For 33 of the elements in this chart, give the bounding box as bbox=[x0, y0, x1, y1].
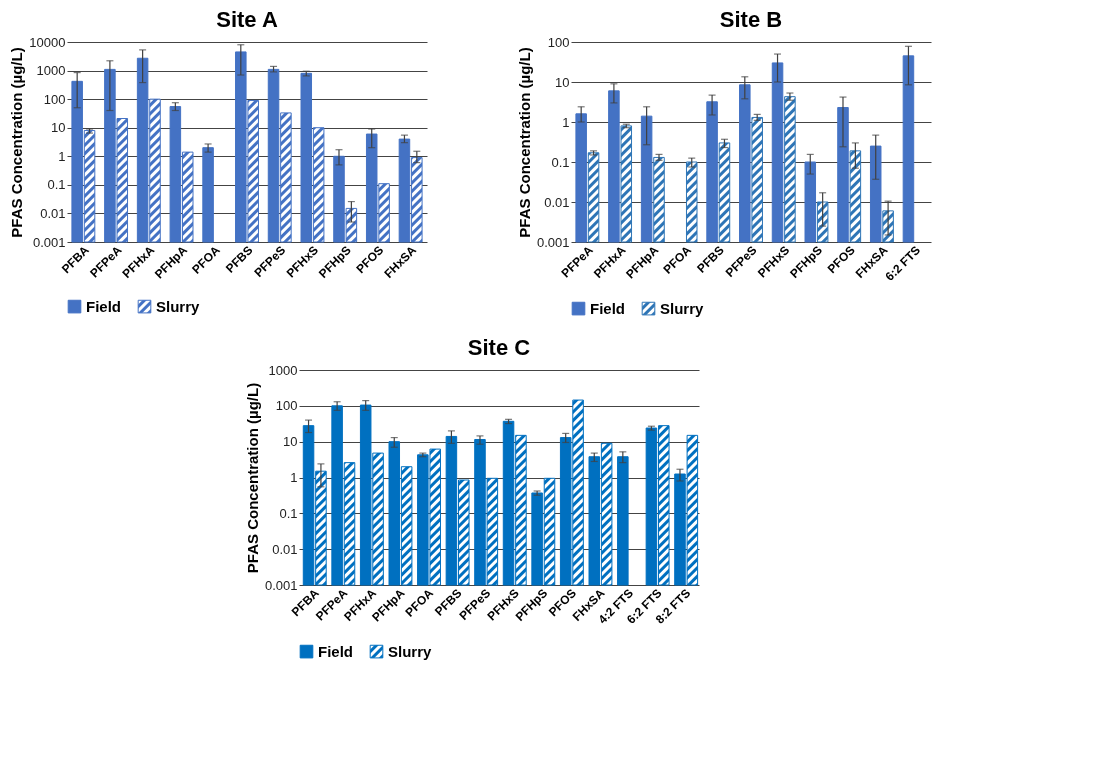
y-tick-label: 0.01 bbox=[272, 541, 298, 557]
chart-title: Site C bbox=[467, 335, 531, 360]
y-tick-label: 0.1 bbox=[47, 177, 66, 193]
legend-label: Slurry bbox=[660, 299, 705, 317]
y-tick-label: 10 bbox=[51, 120, 66, 136]
legend-label: Field bbox=[318, 642, 354, 660]
y-tick-label: 10000 bbox=[29, 34, 66, 50]
y-axis-title: PFAS Concentration (µg/L) bbox=[243, 382, 261, 574]
y-tick-label: 100 bbox=[43, 91, 66, 107]
y-tick-label: 100 bbox=[275, 398, 298, 414]
y-tick-label: 1000 bbox=[268, 362, 298, 378]
legend-label: Slurry bbox=[388, 642, 433, 660]
chart-title: Site A bbox=[216, 7, 278, 32]
y-tick-label: 0.001 bbox=[32, 234, 66, 250]
legend-label: Slurry bbox=[156, 297, 201, 315]
y-tick-label: 10 bbox=[555, 74, 570, 90]
y-tick-label: 1 bbox=[58, 148, 66, 164]
legend-label: Field bbox=[86, 297, 122, 315]
y-axis-title: PFAS Concentration (µg/L) bbox=[515, 47, 533, 238]
y-tick-label: 0.01 bbox=[544, 194, 570, 210]
y-tick-label: 0.1 bbox=[551, 154, 570, 170]
y-tick-label: 0.01 bbox=[40, 205, 66, 221]
y-tick-label: 1000 bbox=[36, 63, 66, 79]
y-tick-label: 0.001 bbox=[536, 234, 570, 250]
y-tick-label: 0.1 bbox=[279, 505, 298, 521]
y-tick-label: 1 bbox=[290, 470, 298, 485]
y-tick-label: 100 bbox=[547, 34, 570, 50]
y-tick-label: 1 bbox=[562, 114, 570, 130]
y-tick-label: 0.001 bbox=[264, 577, 298, 593]
chart-title: Site B bbox=[719, 7, 783, 32]
y-tick-label: 10 bbox=[283, 434, 298, 450]
y-axis-title: PFAS Concentration (µg/L) bbox=[8, 47, 26, 238]
legend-label: Field bbox=[590, 299, 626, 317]
